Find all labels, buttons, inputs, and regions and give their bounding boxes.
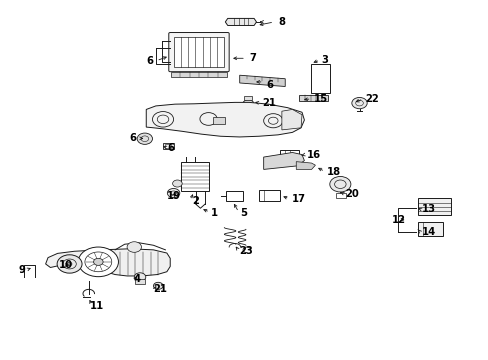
Polygon shape <box>225 18 256 26</box>
Text: 9: 9 <box>18 265 25 275</box>
Text: 16: 16 <box>306 150 320 159</box>
Text: 3: 3 <box>321 55 327 65</box>
Text: 21: 21 <box>262 98 276 108</box>
Bar <box>163 143 173 149</box>
Text: 14: 14 <box>421 227 435 237</box>
Text: 18: 18 <box>326 167 340 176</box>
Text: 23: 23 <box>239 246 253 256</box>
Text: 6: 6 <box>265 80 272 90</box>
Text: 15: 15 <box>313 94 327 104</box>
Text: 21: 21 <box>153 284 167 294</box>
Bar <box>213 117 225 123</box>
Text: 17: 17 <box>291 194 305 204</box>
Text: 4: 4 <box>133 274 140 284</box>
Circle shape <box>78 247 118 277</box>
Text: 5: 5 <box>239 208 246 218</box>
Circle shape <box>242 100 254 108</box>
Text: 13: 13 <box>421 204 435 214</box>
Bar <box>226 190 243 201</box>
Bar <box>181 162 208 191</box>
Circle shape <box>127 242 141 252</box>
Circle shape <box>153 282 163 289</box>
Bar <box>417 222 442 237</box>
Bar <box>280 150 298 161</box>
Circle shape <box>93 258 103 265</box>
Bar <box>171 72 226 77</box>
Bar <box>299 95 327 101</box>
Circle shape <box>172 180 182 187</box>
Text: 19: 19 <box>166 191 181 201</box>
Polygon shape <box>281 109 302 130</box>
Bar <box>417 198 449 215</box>
FancyBboxPatch shape <box>168 32 229 72</box>
Bar <box>258 190 280 201</box>
Circle shape <box>167 189 180 198</box>
Circle shape <box>67 262 72 266</box>
Text: 2: 2 <box>191 196 198 206</box>
Text: 12: 12 <box>391 215 405 225</box>
Bar <box>244 96 252 100</box>
Circle shape <box>137 133 152 144</box>
Text: 22: 22 <box>365 94 378 104</box>
Text: 10: 10 <box>59 260 72 270</box>
Bar <box>335 193 346 198</box>
Polygon shape <box>296 162 315 170</box>
Text: 6: 6 <box>167 143 175 153</box>
Bar <box>165 144 171 148</box>
Polygon shape <box>263 153 304 170</box>
Bar <box>310 64 329 93</box>
Circle shape <box>329 176 350 192</box>
Text: 20: 20 <box>345 189 358 199</box>
Polygon shape <box>45 249 170 276</box>
Bar <box>135 279 144 284</box>
Text: 7: 7 <box>249 53 256 63</box>
Polygon shape <box>239 75 285 86</box>
Text: 8: 8 <box>278 17 285 27</box>
Text: 1: 1 <box>210 208 218 218</box>
Text: 6: 6 <box>129 133 136 143</box>
Circle shape <box>134 273 145 281</box>
Text: 11: 11 <box>90 301 104 311</box>
Bar <box>174 37 224 67</box>
Circle shape <box>57 255 82 273</box>
Circle shape <box>351 98 366 109</box>
Text: 6: 6 <box>146 56 153 66</box>
Polygon shape <box>146 102 304 137</box>
